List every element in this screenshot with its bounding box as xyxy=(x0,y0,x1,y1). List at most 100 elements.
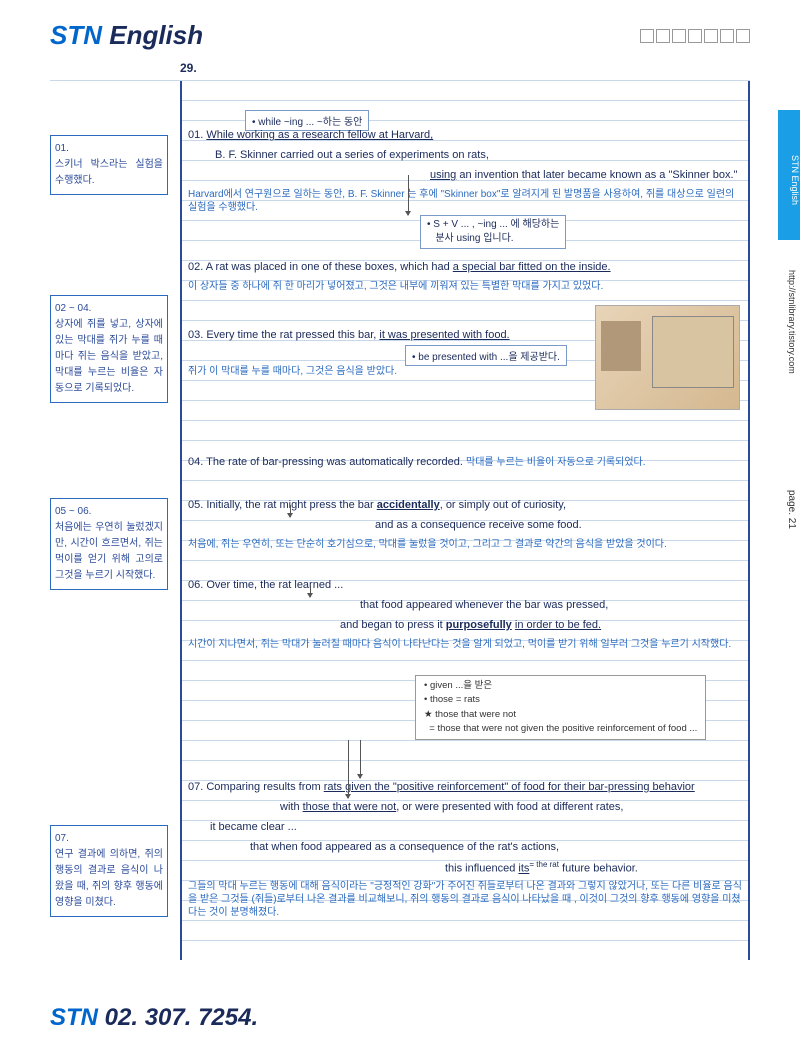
content-area: // generate ruled lines 01. 스키너 박스라는 실험을… xyxy=(50,80,750,960)
side-page: page. 21 xyxy=(786,490,797,529)
margin-num: 05 ~ 06. xyxy=(55,504,163,520)
line-07a: 07. Comparing results from rats given th… xyxy=(188,780,745,794)
rule xyxy=(180,300,750,301)
line-01c: using an invention that later became kno… xyxy=(430,168,745,182)
side-tab: STN English xyxy=(778,110,800,240)
rule xyxy=(180,440,750,441)
logo-english: English xyxy=(102,20,203,50)
rule xyxy=(180,480,750,481)
line-07d: that when food appeared as a consequence… xyxy=(250,840,745,854)
rule xyxy=(180,660,750,661)
line-01a: 01. While working as a research fellow a… xyxy=(188,128,745,142)
arrow xyxy=(360,740,361,778)
note-presented: • be presented with ...을 제공받다. xyxy=(405,345,567,366)
line-06b: that food appeared whenever the bar was … xyxy=(360,598,745,612)
arrow xyxy=(310,585,311,597)
rule xyxy=(180,420,750,421)
margin-box-4: 07. 연구 결과에 의하면, 쥐의 행동의 결과로 음식이 나왔을 때, 쥐의… xyxy=(50,825,168,917)
note-given: • given ...을 받은 • those = rats ★ those t… xyxy=(415,675,706,740)
rule xyxy=(180,920,750,921)
rule xyxy=(180,560,750,561)
t: future behavior. xyxy=(559,863,638,875)
header-boxes xyxy=(640,29,750,43)
box xyxy=(704,29,718,43)
margin-text: 상자에 쥐를 넣고, 상자에 있는 막대를 쥐가 누를 때마다 쥐는 음식을 받… xyxy=(55,317,163,397)
box xyxy=(656,29,670,43)
box xyxy=(736,29,750,43)
margin-num: 01. xyxy=(55,141,163,157)
box xyxy=(688,29,702,43)
box xyxy=(640,29,654,43)
line-06ko: 시간이 지나면서, 쥐는 막대가 눌러질 때마다 음식이 나타난다는 것을 알게… xyxy=(188,638,745,651)
line-05ko: 처음에, 쥐는 우연히, 또는 단순히 호기심으로, 막대를 눌렀을 것이고, … xyxy=(188,538,745,551)
rat-annotation: = the rat xyxy=(529,860,559,869)
t: , or were presented with food at differe… xyxy=(396,801,623,813)
t: in order to be fed. xyxy=(515,619,601,631)
footer: STN 02. 307. 7254. xyxy=(50,1004,258,1032)
margin-num: 07. xyxy=(55,831,163,847)
line-07c: it became clear ... xyxy=(210,820,745,834)
box xyxy=(672,29,686,43)
margin-text: 연구 결과에 의하면, 쥐의 행동의 결과로 음식이 나왔을 때, 쥐의 향후 … xyxy=(55,847,163,911)
t: 07. Comparing results from xyxy=(188,781,324,793)
side-url: http://stnlibrary.tistory.com xyxy=(787,270,797,374)
header: STN English xyxy=(0,0,800,56)
line-06a: 06. Over time, the rat learned ... xyxy=(188,578,745,592)
t: its xyxy=(518,863,529,875)
t: While working as a research fellow at Ha… xyxy=(206,129,433,141)
line-01ko: Harvard에서 연구원으로 일하는 동안, B. F. Skinner 는 … xyxy=(188,188,745,214)
t: rats given the "positive reinforcement" … xyxy=(324,781,695,793)
logo: STN English xyxy=(50,20,203,51)
t: 04. The rate of bar-pressing was automat… xyxy=(188,456,466,468)
margin-box-1: 01. 스키너 박스라는 실험을 수행했다. xyxy=(50,135,168,195)
t: 03. Every time the rat pressed this bar, xyxy=(188,329,379,341)
rule xyxy=(50,80,750,81)
t: 02. A rat was placed in one of these box… xyxy=(188,261,453,273)
footer-number: 02. 307. 7254. xyxy=(98,1004,258,1031)
line-02ko: 이 상자들 중 하나에 쥐 한 마리가 넣어졌고, 그것은 내부에 끼워져 있는… xyxy=(188,280,745,293)
line-03a: 03. Every time the rat pressed this bar,… xyxy=(188,328,745,342)
t: 05. Initially, the rat might press the b… xyxy=(188,499,377,511)
arrow xyxy=(290,505,291,517)
line-05a: 05. Initially, the rat might press the b… xyxy=(188,498,745,512)
t: it was presented with food. xyxy=(379,329,509,341)
t: those that were not xyxy=(303,801,397,813)
line-07ko: 그들의 막대 누르는 행동에 대해 음식이라는 "긍정적인 강화"가 주어진 쥐… xyxy=(188,880,745,919)
line-07b: with those that were not, or were presen… xyxy=(280,800,745,814)
skinner-box-diagram xyxy=(595,305,740,410)
t: and began to press it xyxy=(340,619,446,631)
margin-box-2: 02 ~ 04. 상자에 쥐를 넣고, 상자에 있는 막대를 쥐가 누를 때마다… xyxy=(50,295,168,403)
t: using xyxy=(430,169,456,181)
line-03ko: 쥐가 이 막대를 누를 때마다, 그것은 음식을 받았다. xyxy=(188,365,745,378)
line-02a: 02. A rat was placed in one of these box… xyxy=(188,260,745,274)
rule xyxy=(180,760,750,761)
margin-text: 처음에는 우연히 눌렀겠지만, 시간이 흐르면서, 쥐는 먹이를 얻기 위해 고… xyxy=(55,520,163,584)
arrow xyxy=(408,175,409,215)
footer-stn: STN xyxy=(50,1004,98,1031)
rule xyxy=(180,940,750,941)
line-06c: and began to press it purposefully in or… xyxy=(340,618,745,632)
margin-num: 02 ~ 04. xyxy=(55,301,163,317)
t: an invention that later became known as … xyxy=(456,169,737,181)
arrow xyxy=(348,740,349,798)
t: a special bar fitted on the inside. xyxy=(453,261,611,273)
t: accidentally xyxy=(377,499,440,511)
margin-line xyxy=(180,80,182,960)
line-04a: 04. The rate of bar-pressing was automat… xyxy=(188,455,745,469)
t: 막대를 누르는 비율이 자동으로 기록되었다. xyxy=(466,457,646,468)
t: 01. xyxy=(188,129,206,141)
line-05b: and as a consequence receive some food. xyxy=(375,518,745,532)
t: , or simply out of curiosity, xyxy=(440,499,566,511)
t: with xyxy=(280,801,303,813)
logo-stn: STN xyxy=(50,20,102,50)
rule xyxy=(180,100,750,101)
right-line xyxy=(748,80,750,960)
t: purposefully xyxy=(446,619,512,631)
section-number: 29. xyxy=(180,61,800,75)
rule xyxy=(180,740,750,741)
line-07e: this influenced its= the rat future beha… xyxy=(445,860,745,876)
t: this influenced xyxy=(445,863,518,875)
note-sv: • S + V ... , ~ing ... 에 해당하는 분사 using 입… xyxy=(420,215,566,249)
margin-text: 스키너 박스라는 실험을 수행했다. xyxy=(55,157,163,189)
line-01b: B. F. Skinner carried out a series of ex… xyxy=(215,148,745,162)
